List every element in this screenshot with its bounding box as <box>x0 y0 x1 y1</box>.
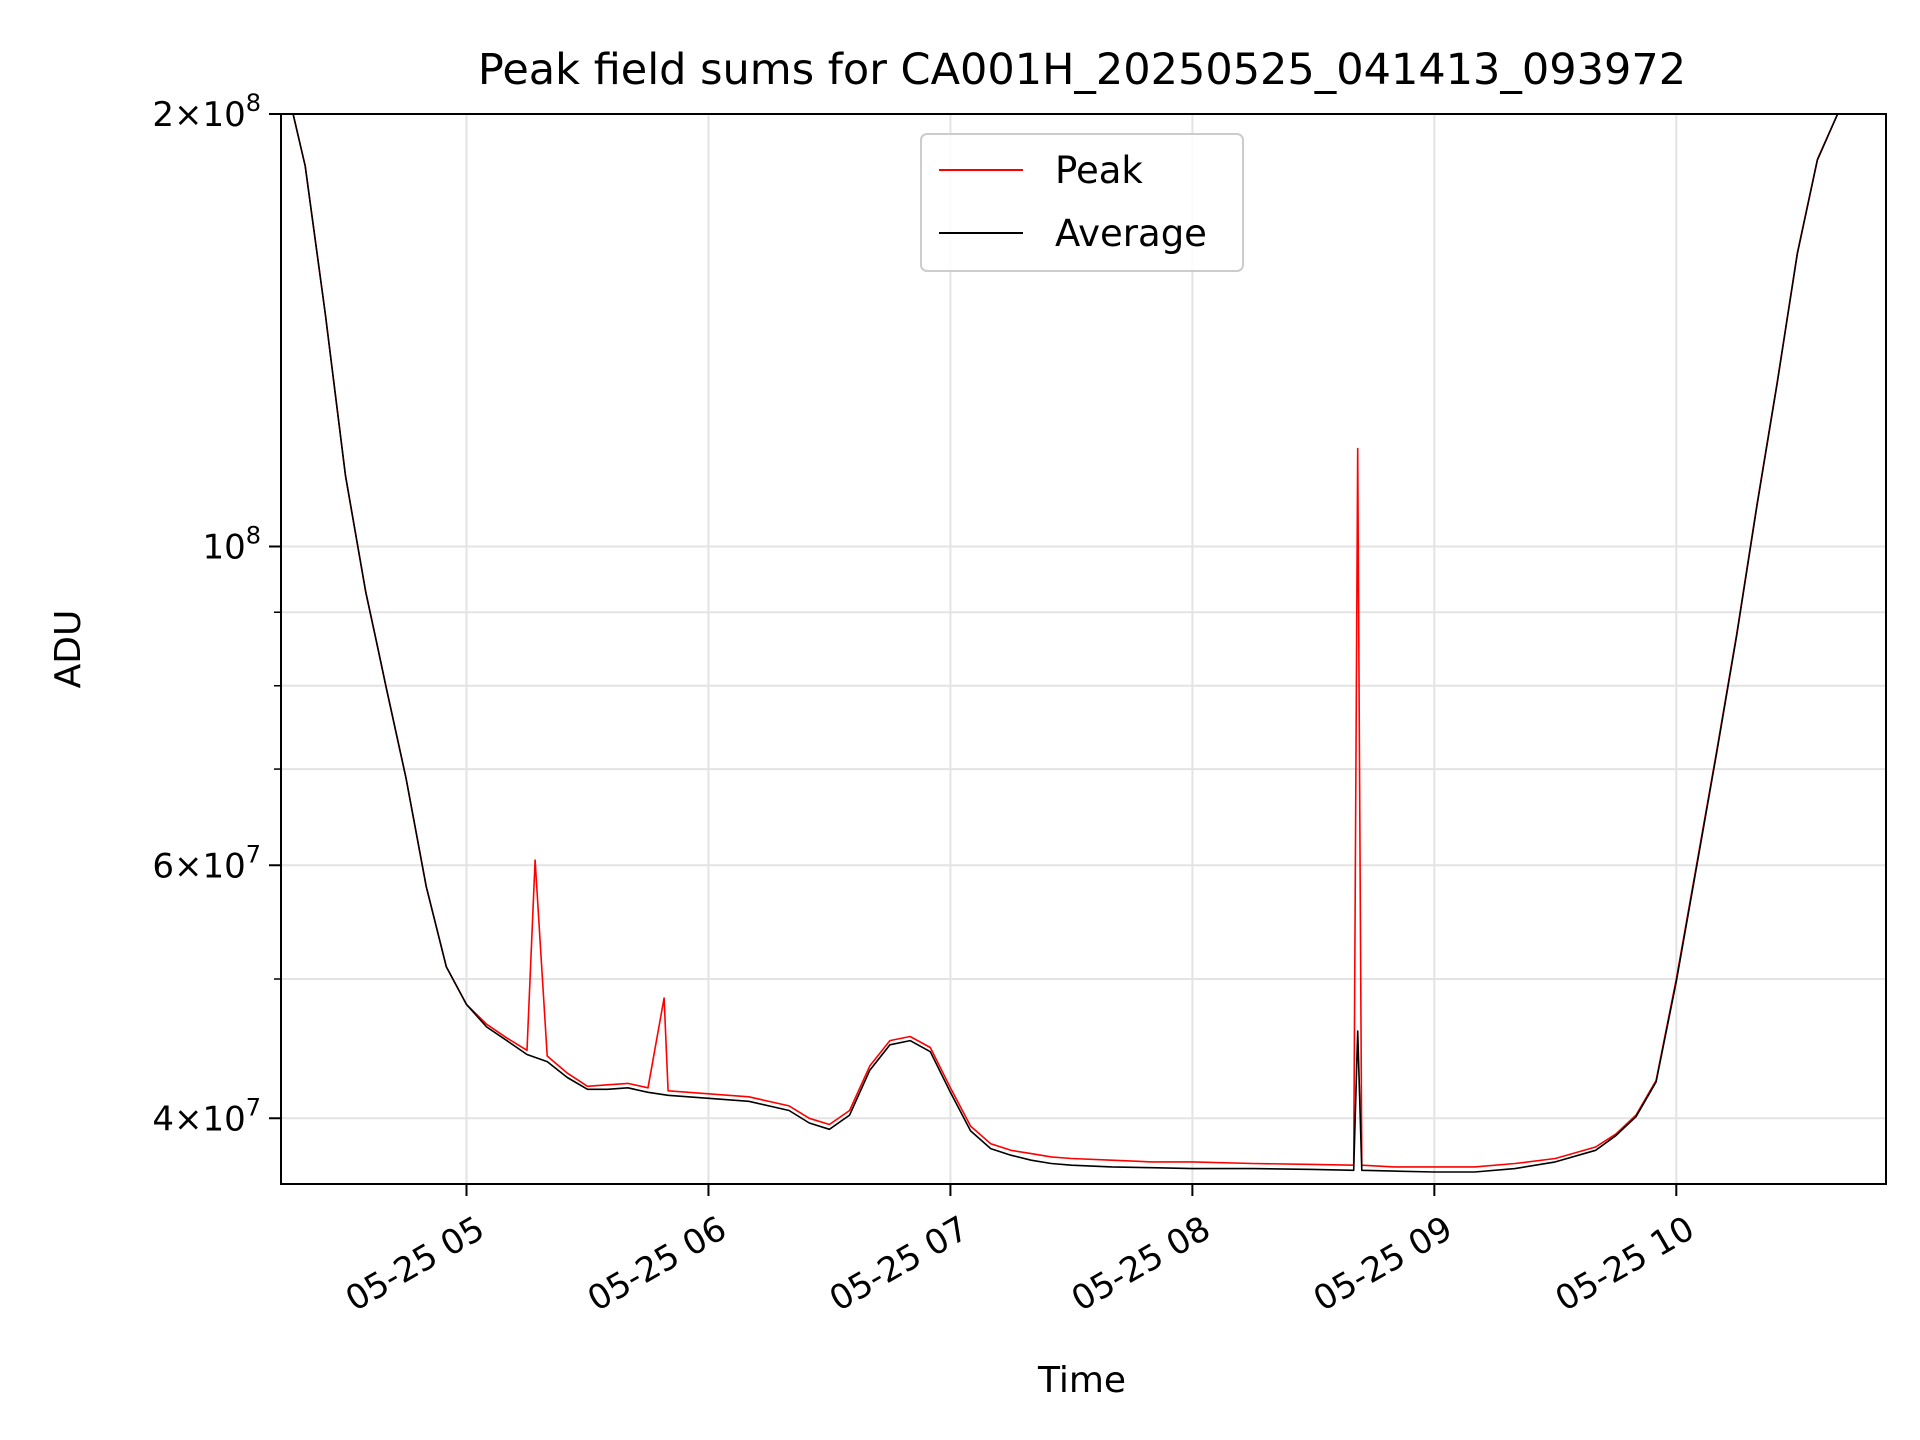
legend-box <box>920 133 1244 272</box>
legend-label-average: Average <box>1055 212 1207 255</box>
plot-frame <box>280 113 1887 1185</box>
x-axis-label: Time <box>1037 1360 1126 1401</box>
y-tick-label: 6×107 <box>152 840 261 886</box>
series-line-average <box>281 114 1886 1173</box>
y-tick-label: 108 <box>202 522 261 568</box>
series-layer <box>281 114 1886 1173</box>
chart-title: Peak field sums for CA001H_20250525_0414… <box>478 45 1686 95</box>
y-tick-label: 2×108 <box>152 89 261 135</box>
y-axis: 4×107 6×107 108 2×108 <box>152 89 281 1139</box>
y-axis-label: ADU <box>48 610 89 689</box>
legend-label-peak: Peak <box>1055 149 1143 192</box>
y-tick-label: 4×107 <box>152 1093 261 1139</box>
legend: Peak Average <box>920 133 1244 272</box>
